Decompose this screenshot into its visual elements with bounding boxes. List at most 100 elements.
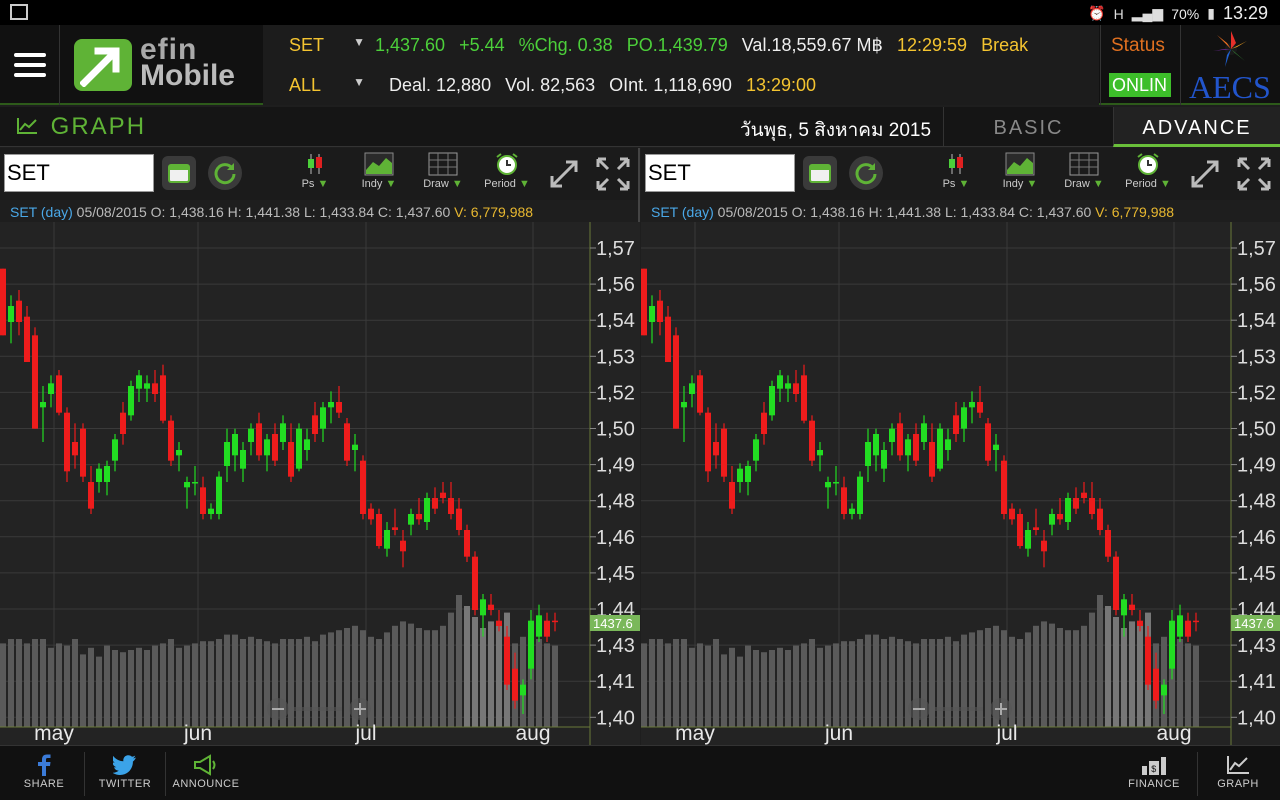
candle-body (160, 375, 166, 421)
candle-body (945, 439, 951, 450)
candle-body (200, 487, 206, 514)
ohlc-info-line: SET (day) 05/08/2015 O: 1,438.16 H: 1,44… (10, 204, 533, 220)
fullscreen-icon[interactable] (1236, 156, 1272, 192)
graph-button[interactable]: GRAPH (1198, 752, 1278, 790)
candle-body (272, 434, 278, 461)
refresh-button[interactable] (849, 156, 883, 190)
indicator-button[interactable]: Indy ▼ (354, 152, 404, 190)
volume-bar (1177, 639, 1183, 727)
candle-body (1001, 460, 1007, 514)
tab-basic[interactable]: BASIC (943, 107, 1113, 147)
app-header: efin Mobile SET ▼ 1,437.60 +5.44 %Chg. 0… (0, 25, 1280, 105)
candle-body (1137, 620, 1143, 626)
candle-body (224, 442, 230, 466)
expand-diagonal-icon[interactable] (1187, 156, 1223, 192)
volume-bar (152, 645, 158, 727)
volume-bar (168, 639, 174, 727)
candle-body (504, 636, 510, 685)
tab-advance[interactable]: ADVANCE (1113, 107, 1280, 147)
period-label: Period (484, 178, 516, 190)
y-tick-label: 1,40 (1237, 707, 1276, 729)
status-label: Status (1111, 35, 1165, 56)
candle-body (801, 375, 807, 421)
volume-bar (681, 639, 687, 727)
candle-body (488, 604, 494, 610)
refresh-button[interactable] (208, 156, 242, 190)
period-button[interactable]: Period ▼ (1123, 152, 1173, 190)
volume-value: V: 6,779,988 (1095, 204, 1175, 220)
candle-body (40, 402, 46, 408)
refresh-icon (214, 163, 236, 185)
candle-body (64, 412, 70, 472)
candle-body (857, 476, 863, 514)
market-dropdown[interactable]: ALL ▼ (263, 75, 373, 96)
volume-bar (897, 639, 903, 727)
logo-text-efin: efin (140, 33, 198, 66)
y-tick-label: 1,48 (1237, 491, 1276, 513)
volume-bar (761, 652, 767, 727)
draw-button[interactable]: Draw ▼ (1059, 152, 1109, 190)
candlestick-chart[interactable]: 1,57 1,56 1,54 1,53 1,52 1,50 1,49 1,48 1,46 1,45… (0, 222, 640, 745)
volume-bar (873, 634, 879, 727)
volume-bar (96, 656, 102, 727)
menu-bar-icon (13, 63, 46, 67)
candle-body (336, 402, 342, 413)
x-tick-label: may (675, 722, 715, 745)
candle-body (953, 415, 959, 434)
candlestick-chart[interactable]: 1,57 1,56 1,54 1,53 1,52 1,50 1,49 1,48 1,46 1,45… (641, 222, 1280, 745)
dropdown-arrow-icon: ▼ (518, 178, 530, 190)
draw-button[interactable]: Draw ▼ (418, 152, 468, 190)
indicator-button[interactable]: Indy ▼ (995, 152, 1045, 190)
candle-body (929, 442, 935, 477)
candle-body (921, 423, 927, 442)
calendar-button[interactable] (803, 156, 837, 190)
candle-body (88, 482, 94, 509)
finance-button[interactable]: $ FINANCE (1114, 752, 1194, 790)
candle-body (96, 468, 102, 482)
price-style-button[interactable]: Ps ▼ (931, 152, 981, 190)
candle-body (1089, 498, 1095, 514)
index-dropdown[interactable]: SET ▼ (263, 35, 373, 56)
volume-bar (1073, 630, 1079, 727)
share-button[interactable]: SHARE (4, 752, 84, 790)
candle-body (1041, 540, 1047, 552)
divider (1197, 752, 1198, 796)
symbol-input[interactable] (645, 154, 795, 192)
twitter-button[interactable]: TWITTER (85, 752, 165, 790)
period-label: Period (1125, 178, 1157, 190)
candle-body (793, 383, 799, 394)
candle-body (112, 439, 118, 461)
dropdown-arrow-icon: ▼ (1026, 178, 1038, 190)
volume: Vol. 82,563 (505, 74, 596, 95)
calendar-button[interactable] (162, 156, 196, 190)
y-tick-label: 1,53 (1237, 346, 1276, 368)
candle-body (761, 412, 767, 434)
volume-bar (929, 639, 935, 727)
candle-body (745, 466, 751, 482)
facebook-icon (38, 754, 51, 776)
volume-bar (689, 647, 695, 727)
page-title: GRAPH (16, 113, 146, 141)
candle-body (689, 383, 695, 394)
volume-bar (697, 643, 703, 727)
volume-bar (1065, 630, 1071, 727)
symbol-input[interactable] (4, 154, 154, 192)
announce-button[interactable]: ANNOUNCE (166, 752, 246, 790)
expand-diagonal-icon[interactable] (546, 156, 582, 192)
volume-bar (857, 639, 863, 727)
volume-bar (1097, 595, 1103, 727)
indy-label: Indy (361, 178, 383, 190)
price-style-button[interactable]: Ps ▼ (290, 152, 340, 190)
fullscreen-icon[interactable] (595, 156, 631, 192)
candle-body (120, 412, 126, 434)
candle-body (1193, 620, 1199, 623)
candle-body (392, 527, 398, 530)
y-tick-label: 1,56 (1237, 274, 1276, 296)
volume-bar (496, 625, 502, 727)
volume-bar (777, 647, 783, 727)
zoom-in-plus (354, 703, 366, 715)
candle-body (232, 434, 238, 456)
volume-value: V: 6,779,988 (454, 204, 534, 220)
hamburger-menu-button[interactable] (0, 25, 60, 105)
period-button[interactable]: Period ▼ (482, 152, 532, 190)
